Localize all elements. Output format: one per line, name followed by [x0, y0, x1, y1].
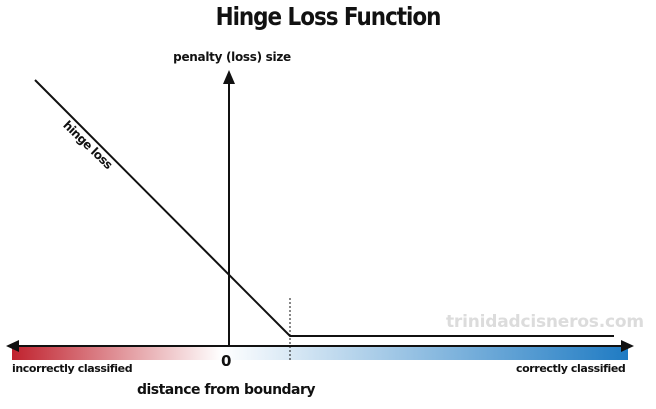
chart-title: Hinge Loss Function [215, 2, 442, 31]
y-axis-arrowhead [223, 70, 235, 84]
incorrectly-classified-label: incorrectly classified [12, 362, 133, 375]
hinge-loss-curve [34, 79, 614, 337]
origin-zero-label: 0 [221, 352, 232, 370]
correctly-classified-label: correctly classified [516, 362, 626, 375]
watermark-text: trinidadcisneros.com [446, 312, 644, 332]
y-axis-label: penalty (loss) size [173, 50, 291, 64]
classification-gradient-bar [12, 346, 628, 360]
x-axis-left-arrowhead [6, 340, 19, 352]
x-axis-label: distance from boundary [136, 382, 316, 398]
x-axis-right-arrowhead [621, 340, 634, 352]
